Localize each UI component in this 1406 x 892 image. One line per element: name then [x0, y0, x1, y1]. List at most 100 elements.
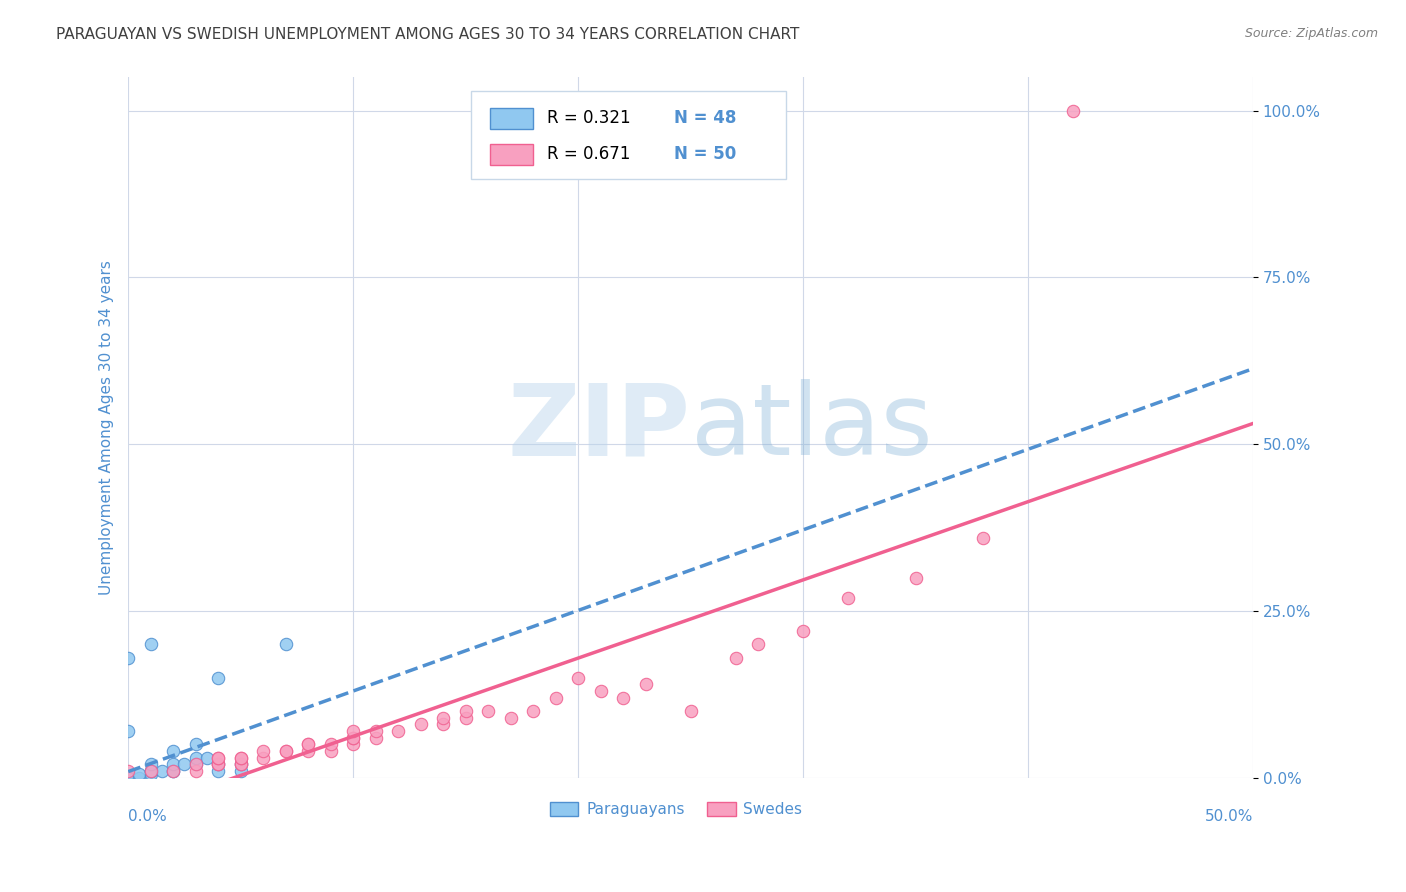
Point — [297, 737, 319, 751]
Point — [229, 757, 252, 772]
Text: 50.0%: 50.0% — [1205, 809, 1253, 824]
Point — [117, 771, 139, 785]
Text: ZIP: ZIP — [508, 379, 690, 476]
Point — [229, 757, 252, 772]
Point — [117, 771, 139, 785]
Point — [117, 771, 139, 785]
Point — [319, 737, 342, 751]
Text: R = 0.671: R = 0.671 — [547, 145, 630, 163]
FancyBboxPatch shape — [471, 92, 786, 179]
Point — [634, 677, 657, 691]
Point — [162, 744, 184, 758]
Point — [837, 591, 859, 605]
Point — [342, 737, 364, 751]
Point — [184, 764, 207, 778]
Point — [117, 771, 139, 785]
Point — [297, 737, 319, 751]
Point — [184, 757, 207, 772]
Point — [342, 723, 364, 738]
Point — [1062, 103, 1084, 118]
Point — [162, 764, 184, 778]
Point — [117, 771, 139, 785]
Point — [364, 731, 387, 745]
Point — [117, 771, 139, 785]
Point — [252, 750, 274, 764]
Point — [117, 771, 139, 785]
Point — [972, 531, 994, 545]
Point — [117, 771, 139, 785]
Point — [195, 750, 218, 764]
Point — [117, 771, 139, 785]
Point — [792, 624, 814, 638]
Point — [117, 771, 139, 785]
Point — [319, 744, 342, 758]
Y-axis label: Unemployment Among Ages 30 to 34 years: Unemployment Among Ages 30 to 34 years — [100, 260, 114, 595]
Text: 0.0%: 0.0% — [128, 809, 167, 824]
Point — [162, 764, 184, 778]
Point — [117, 771, 139, 785]
Point — [387, 723, 409, 738]
Point — [724, 650, 747, 665]
Point — [117, 771, 139, 785]
Text: Source: ZipAtlas.com: Source: ZipAtlas.com — [1244, 27, 1378, 40]
Point — [117, 764, 139, 778]
Point — [184, 750, 207, 764]
Point — [139, 764, 162, 778]
Point — [207, 757, 229, 772]
Point — [274, 637, 297, 651]
Point — [184, 757, 207, 772]
Point — [117, 771, 139, 785]
Point — [432, 710, 454, 724]
Point — [432, 717, 454, 731]
Point — [117, 650, 139, 665]
Point — [117, 771, 139, 785]
Point — [128, 767, 150, 781]
Point — [139, 757, 162, 772]
Point — [117, 771, 139, 785]
Point — [274, 744, 297, 758]
Point — [117, 771, 139, 785]
Point — [207, 750, 229, 764]
Point — [229, 750, 252, 764]
Point — [207, 764, 229, 778]
Point — [117, 771, 139, 785]
Point — [229, 764, 252, 778]
Point — [342, 731, 364, 745]
Point — [117, 771, 139, 785]
Point — [544, 690, 567, 705]
Point — [184, 737, 207, 751]
Point — [207, 757, 229, 772]
Point — [904, 570, 927, 584]
Point — [297, 744, 319, 758]
Text: PARAGUAYAN VS SWEDISH UNEMPLOYMENT AMONG AGES 30 TO 34 YEARS CORRELATION CHART: PARAGUAYAN VS SWEDISH UNEMPLOYMENT AMONG… — [56, 27, 800, 42]
Point — [229, 757, 252, 772]
Point — [207, 757, 229, 772]
Point — [117, 771, 139, 785]
Point — [117, 723, 139, 738]
Point — [117, 771, 139, 785]
Point — [139, 764, 162, 778]
Point — [117, 771, 139, 785]
Text: N = 48: N = 48 — [673, 109, 737, 127]
Point — [454, 704, 477, 718]
Point — [454, 710, 477, 724]
Point — [162, 764, 184, 778]
Point — [139, 637, 162, 651]
Point — [364, 723, 387, 738]
Point — [477, 704, 499, 718]
Point — [139, 764, 162, 778]
Point — [117, 771, 139, 785]
Point — [252, 744, 274, 758]
Point — [679, 704, 702, 718]
Point — [207, 750, 229, 764]
Bar — [491, 144, 533, 165]
Point — [229, 750, 252, 764]
Text: Paraguayans: Paraguayans — [586, 802, 685, 816]
Point — [207, 671, 229, 685]
Bar — [491, 108, 533, 128]
Point — [342, 731, 364, 745]
Point — [747, 637, 769, 651]
Point — [128, 771, 150, 785]
Point — [567, 671, 589, 685]
Text: R = 0.321: R = 0.321 — [547, 109, 630, 127]
